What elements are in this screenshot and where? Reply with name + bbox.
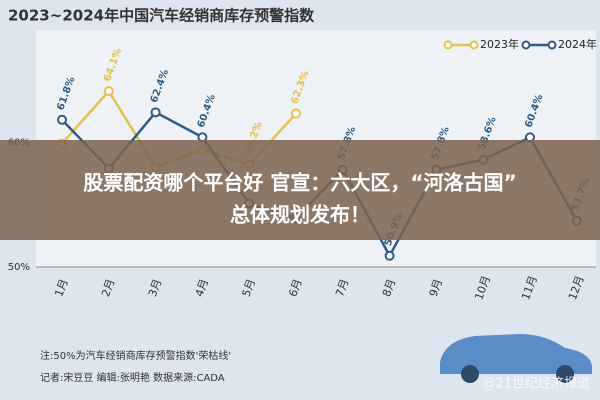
data-point — [291, 108, 301, 119]
car-icon — [440, 334, 592, 383]
legend-label: 2024年 — [558, 37, 597, 51]
banner — [0, 140, 600, 240]
data-point — [384, 250, 395, 261]
banner-text: 总体规划发布！ — [230, 203, 370, 227]
data-point — [103, 86, 114, 97]
x-tick-label: 7月 — [333, 277, 351, 298]
note: 注:50%为汽车经销商库存预警指数'荣枯线' — [40, 349, 231, 362]
legend-marker — [521, 40, 531, 50]
x-tick-label: 3月 — [146, 277, 164, 298]
x-tick-label: 2月 — [99, 277, 117, 298]
watermark: @21世纪经济报道 — [482, 377, 590, 392]
x-tick-label: 9月 — [427, 277, 445, 298]
x-tick-label: 6月 — [286, 277, 304, 298]
banner-text: 股票配资哪个平台好 官宣：六大区，“河洛古国” — [83, 171, 516, 195]
data-point — [57, 114, 67, 125]
chart-title: 2023~2024年中国汽车经销商库存预警指数 — [8, 7, 315, 25]
y-tick-label: 50% — [8, 262, 30, 273]
x-tick-label: 5月 — [240, 277, 258, 298]
x-tick-label: 8月 — [380, 277, 398, 298]
legend-marker — [469, 40, 479, 50]
legend-marker — [547, 40, 557, 50]
legend-label: 2023年 — [480, 37, 519, 51]
note: 记者:宋豆豆 编辑:张明艳 数据来源:CADA — [40, 371, 225, 384]
legend-marker — [443, 40, 453, 50]
x-tick-label: 4月 — [193, 277, 211, 298]
x-tick-label: 1月 — [52, 277, 70, 298]
data-point — [150, 107, 161, 118]
